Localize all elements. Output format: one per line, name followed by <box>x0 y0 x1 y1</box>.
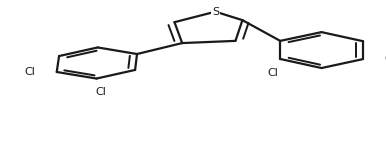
Text: S: S <box>212 7 219 17</box>
Text: Cl: Cl <box>267 68 278 78</box>
Text: Cl: Cl <box>95 87 106 97</box>
Text: Cl: Cl <box>25 67 36 77</box>
Text: Cl: Cl <box>384 54 386 64</box>
